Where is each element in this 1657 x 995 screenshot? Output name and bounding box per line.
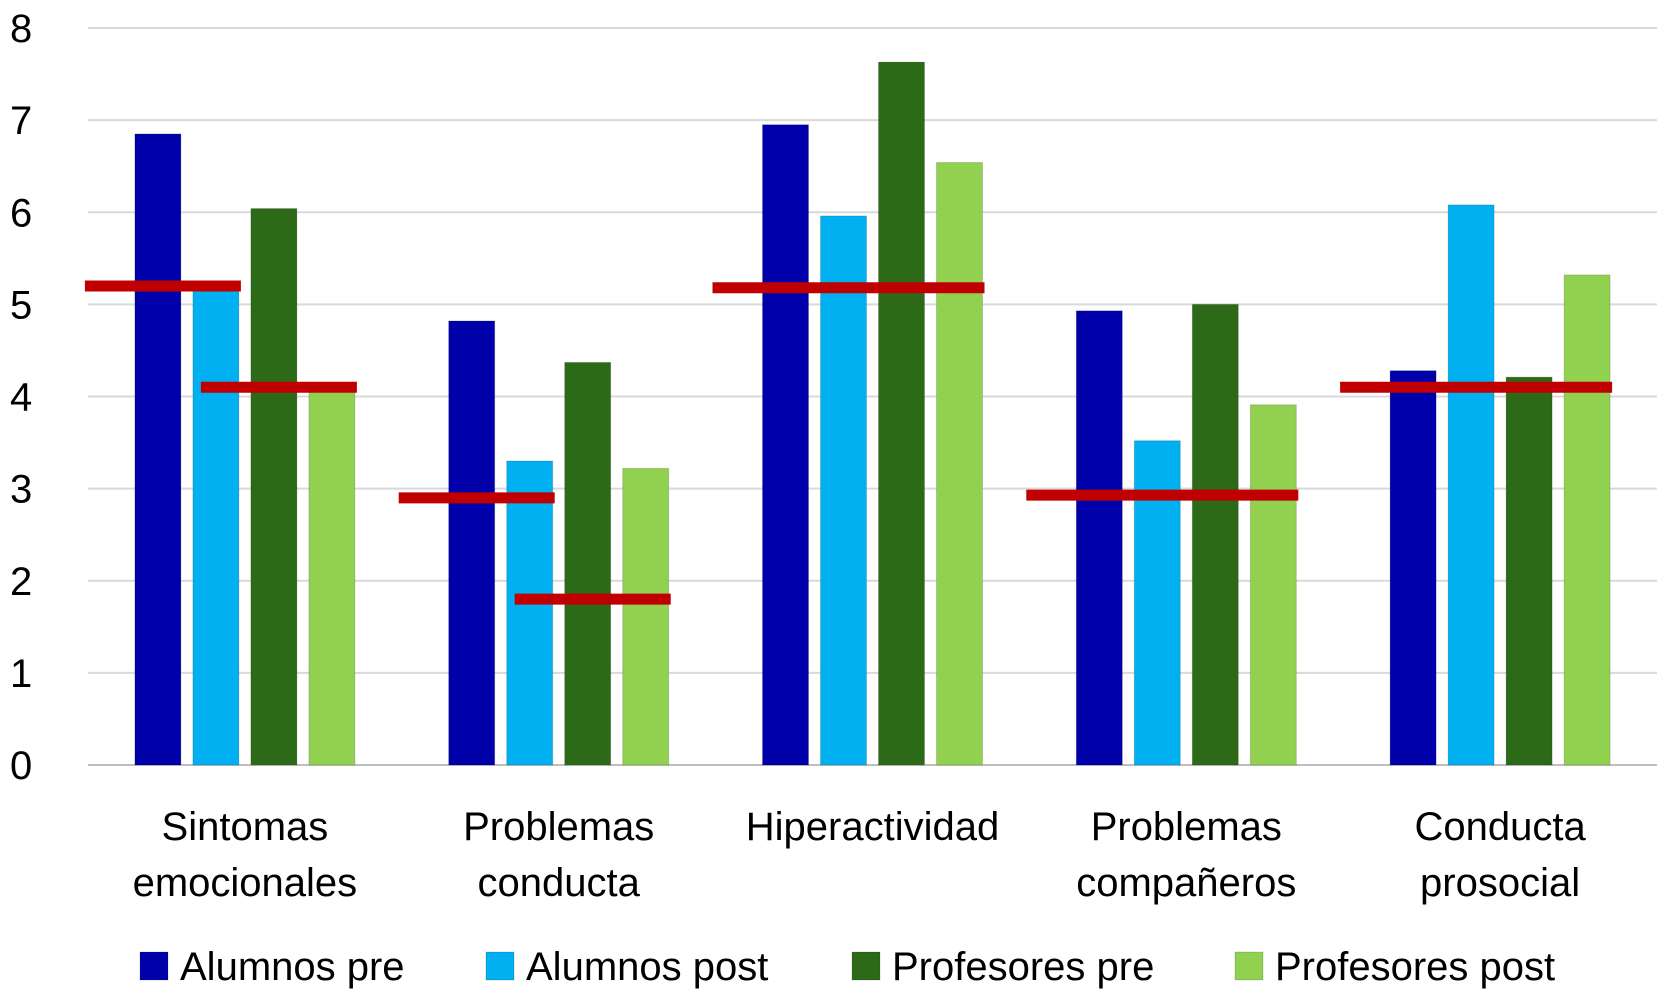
category-label-line: conducta <box>478 861 641 905</box>
x-axis-categories: Sintomas emocionales Problemas conducta Hipe… <box>133 805 1587 905</box>
bar <box>936 162 983 766</box>
legend-swatch <box>1234 951 1264 981</box>
category-label-line: Problemas <box>1091 805 1282 849</box>
bar <box>762 124 809 766</box>
bar <box>1389 370 1437 766</box>
category-label-line: Conducta <box>1414 805 1586 849</box>
bar <box>448 320 496 766</box>
bar <box>1075 310 1123 766</box>
bar <box>564 361 612 766</box>
legend-label: Profesores pre <box>892 945 1154 989</box>
category-label: Sintomas emocionales <box>133 805 358 905</box>
bar <box>1191 303 1239 766</box>
y-tick-label: 0 <box>10 744 32 788</box>
y-tick-label: 1 <box>10 652 32 696</box>
y-tick-label: 4 <box>10 376 32 420</box>
bar <box>878 61 925 766</box>
legend-label: Alumnos pre <box>180 945 405 989</box>
category-label: Conducta prosocial <box>1414 805 1586 905</box>
category-label-line: prosocial <box>1420 861 1580 905</box>
category-label: Hiperactividad <box>746 805 999 849</box>
legend-swatch <box>485 951 515 981</box>
bar <box>506 460 554 766</box>
y-tick-label: 7 <box>10 99 32 143</box>
bar <box>250 208 298 766</box>
y-tick-label: 8 <box>10 7 32 51</box>
bar <box>1447 204 1495 766</box>
category-label-line: emocionales <box>133 861 358 905</box>
bar <box>1249 404 1297 766</box>
bar <box>820 215 867 766</box>
y-tick-label: 2 <box>10 560 32 604</box>
y-tick-label: 6 <box>10 191 32 235</box>
bar <box>1563 274 1611 766</box>
category-label-line: Sintomas <box>162 805 329 849</box>
legend-label: Alumnos post <box>526 945 768 989</box>
y-tick-label: 5 <box>10 283 32 327</box>
legend-label: Profesores post <box>1275 945 1555 989</box>
legend: Alumnos pre Alumnos post Profesores pre Pro… <box>139 945 1555 989</box>
reference-lines <box>84 280 1613 605</box>
bar <box>308 386 356 766</box>
bar <box>134 133 182 766</box>
y-tick-label: 3 <box>10 468 32 512</box>
category-label: Problemas conducta <box>463 805 654 905</box>
bar <box>192 287 240 766</box>
category-label: Problemas compañeros <box>1076 805 1296 905</box>
bar <box>1133 440 1181 766</box>
bar <box>622 467 670 766</box>
legend-swatch <box>851 951 881 981</box>
bar <box>1505 376 1553 766</box>
y-axis-ticks: 0 1 2 3 4 5 6 7 8 <box>10 7 32 788</box>
legend-swatch <box>139 951 169 981</box>
bars <box>134 61 1611 766</box>
category-label-line: compañeros <box>1076 861 1296 905</box>
category-label-line: Hiperactividad <box>746 805 999 849</box>
category-label-line: Problemas <box>463 805 654 849</box>
